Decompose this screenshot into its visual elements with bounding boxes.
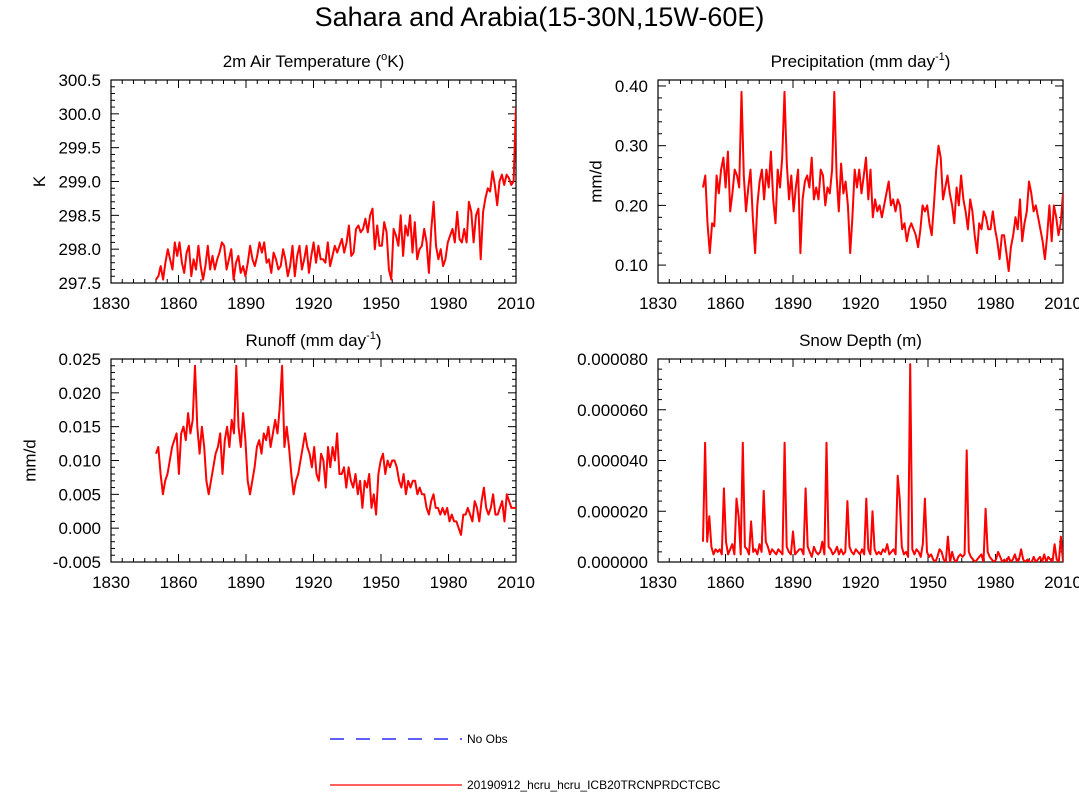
chart-panels: 2m Air Temperature (oK)1830 1860 1890 1920 1… <box>20 51 1079 592</box>
y-tick-label: 300.5 <box>58 71 101 90</box>
y-tick-label: 0.20 <box>615 196 648 215</box>
legend-label-model: 20190912_hcru_hcru_ICB20TRCNPRDCTCBC <box>467 778 721 792</box>
y-tick-label: 0.015 <box>58 418 101 437</box>
chart-panel-1: 2m Air Temperature (oK) 1830 1860 1890 1920 1… <box>30 51 535 313</box>
x-tick-label: 1860 <box>707 573 745 592</box>
panel-title-superscript: -1 <box>935 51 945 63</box>
panel-title-tail: K) <box>387 52 404 71</box>
panel-title: Precipitation (mm day-1) <box>771 51 951 71</box>
panel-title-text: Runoff (mm day <box>245 331 366 350</box>
y-tick-label: 0.40 <box>615 77 648 96</box>
x-tick-label: 2010 <box>1044 294 1079 313</box>
x-tick-label: 2010 <box>497 573 535 592</box>
x-tick-label: 1860 <box>707 294 745 313</box>
y-tick-label: 299.5 <box>58 139 101 158</box>
series-line <box>155 107 516 281</box>
plot-frame <box>657 358 1064 563</box>
y-tick-label: 298.5 <box>58 206 101 225</box>
panel-title: 2m Air Temperature (oK) <box>223 51 405 71</box>
panel-title-text: 2m Air Temperature ( <box>223 52 382 71</box>
y-axis-label: mm/d <box>587 160 606 203</box>
x-tick-label: 1980 <box>430 294 468 313</box>
y-tick-label: 0.30 <box>615 137 648 156</box>
y-axis-label: K <box>30 175 49 187</box>
x-tick-label: 2010 <box>1044 573 1079 592</box>
legend-label-no-obs: No Obs <box>467 732 508 746</box>
x-tick-label: 1890 <box>774 573 812 592</box>
chart-panel-2: Precipitation (mm day-1) 1830 1860 1890 1920… <box>587 51 1079 313</box>
panel-title-superscript: o <box>381 51 387 63</box>
y-tick-label: 297.5 <box>58 274 101 293</box>
x-tick-label: 1920 <box>842 294 880 313</box>
x-tick-label: 1980 <box>977 573 1015 592</box>
panel-title: Snow Depth (m) <box>799 331 922 350</box>
series-line <box>155 364 516 536</box>
y-tick-label: 299.0 <box>58 173 101 192</box>
y-tick-label: 0.000020 <box>577 502 648 521</box>
y-tick-label: 0.020 <box>58 384 101 403</box>
chart-panel-4: Snow Depth (m) 1830 1860 1890 1920 1950 1980 20… <box>577 331 1079 592</box>
panel-title: Runoff (mm day-1) <box>245 330 381 350</box>
series-line <box>702 363 1063 562</box>
x-tick-label: 2010 <box>497 294 535 313</box>
x-tick-label: 1890 <box>227 573 265 592</box>
x-tick-label: 1920 <box>842 573 880 592</box>
x-tick-label: 1950 <box>909 573 947 592</box>
legend: No Obs 20190912_hcru_hcru_ICB20TRCNPRDCT… <box>330 732 721 792</box>
x-tick-label: 1980 <box>977 294 1015 313</box>
panel-title-text: Precipitation (mm day <box>771 52 936 71</box>
panel-title-superscript: -1 <box>366 330 376 342</box>
x-tick-label: 1860 <box>160 573 198 592</box>
x-tick-label: 1950 <box>909 294 947 313</box>
plot-frame <box>110 79 517 284</box>
x-tick-label: 1890 <box>227 294 265 313</box>
panel-title-text: Snow Depth (m) <box>799 331 922 350</box>
y-tick-label: 0.010 <box>58 452 101 471</box>
figure-title: Sahara and Arabia(15-30N,15W-60E) <box>314 2 765 32</box>
panel-title-tail: ) <box>945 52 951 71</box>
y-tick-label: -0.005 <box>53 553 101 572</box>
x-tick-label: 1890 <box>774 294 812 313</box>
y-tick-label: 0.000040 <box>577 452 648 471</box>
y-tick-label: 0.005 <box>58 485 101 504</box>
x-tick-label: 1830 <box>639 294 677 313</box>
y-tick-label: 300.0 <box>58 105 101 124</box>
panel-title-tail: ) <box>376 331 382 350</box>
x-tick-label: 1830 <box>92 573 130 592</box>
y-tick-label: 0.000060 <box>577 401 648 420</box>
y-tick-label: 0.000080 <box>577 350 648 369</box>
y-tick-label: 0.10 <box>615 256 648 275</box>
x-tick-label: 1920 <box>295 573 333 592</box>
x-tick-label: 1980 <box>430 573 468 592</box>
y-tick-label: 0.000000 <box>577 553 648 572</box>
y-tick-label: 298.0 <box>58 240 101 259</box>
chart-panel-3: Runoff (mm day-1) 1830 1860 1890 1920 1950 198… <box>20 330 535 592</box>
y-tick-label: 0.000 <box>58 519 101 538</box>
x-tick-label: 1830 <box>639 573 677 592</box>
y-axis-label: mm/d <box>20 439 39 482</box>
series-line <box>702 90 1063 273</box>
x-tick-label: 1860 <box>160 294 198 313</box>
y-tick-label: 0.025 <box>58 350 101 369</box>
x-tick-label: 1920 <box>295 294 333 313</box>
x-tick-label: 1830 <box>92 294 130 313</box>
x-tick-label: 1950 <box>362 573 400 592</box>
x-tick-label: 1950 <box>362 294 400 313</box>
